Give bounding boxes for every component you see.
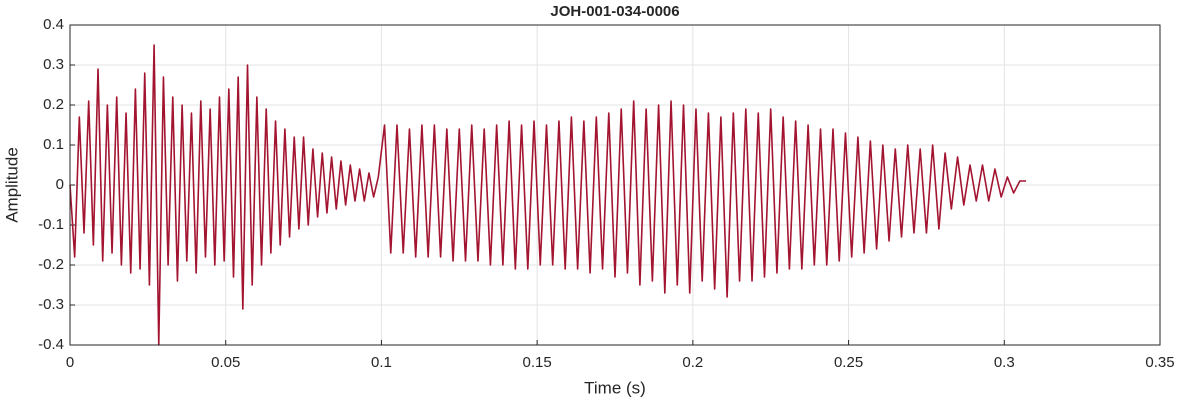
x-tick-label: 0.2 <box>682 354 703 371</box>
x-tick-label: 0.25 <box>834 354 863 371</box>
x-tick-label: 0.3 <box>994 354 1015 371</box>
x-axis-label: Time (s) <box>584 378 646 397</box>
x-tick-label: 0.1 <box>371 354 392 371</box>
y-tick-label: 0 <box>56 176 64 193</box>
y-tick-label: 0.4 <box>43 16 64 33</box>
y-tick-label: -0.2 <box>38 256 64 273</box>
y-tick-label: 0.2 <box>43 96 64 113</box>
x-tick-label: 0.05 <box>211 354 240 371</box>
x-tick-label: 0 <box>66 354 74 371</box>
waveform-line <box>69 44 1027 346</box>
y-tick-label: 0.3 <box>43 56 64 73</box>
y-tick-label: -0.1 <box>38 216 64 233</box>
y-axis-label: Amplitude <box>2 147 21 223</box>
plot-frame <box>69 24 1161 346</box>
y-tick-label: 0.1 <box>43 136 64 153</box>
y-tick-label: -0.4 <box>38 336 64 353</box>
y-tick-label: -0.3 <box>38 296 64 313</box>
x-tick-label: 0.15 <box>523 354 552 371</box>
x-tick-label: 0.35 <box>1145 354 1174 371</box>
chart-title: JOH-001-034-0006 <box>550 3 679 20</box>
